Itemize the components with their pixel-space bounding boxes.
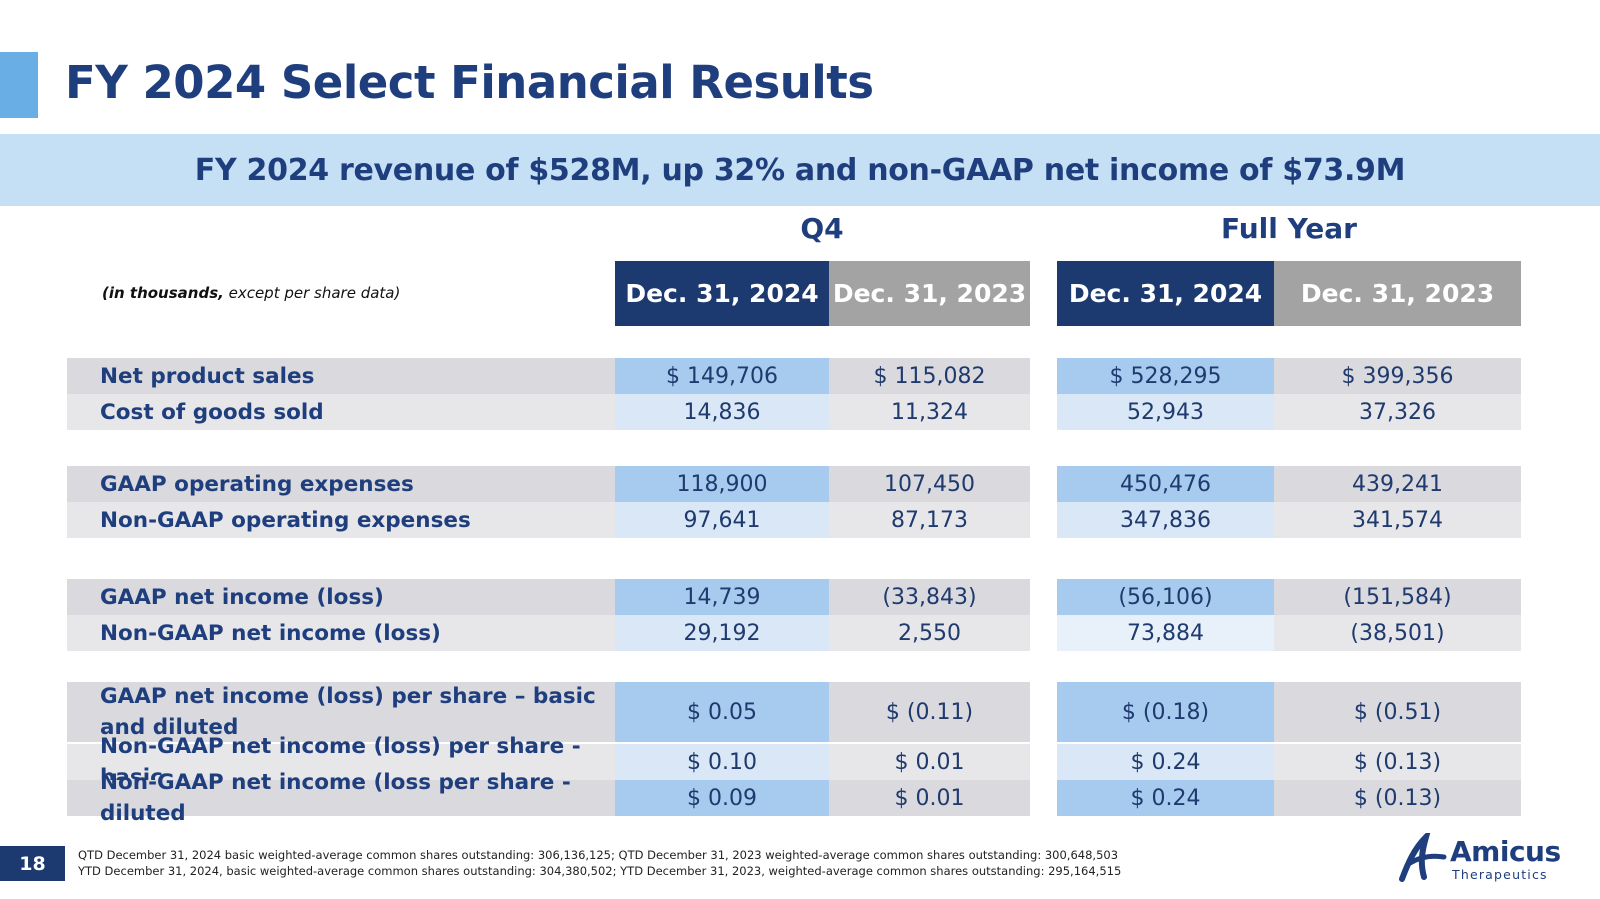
row-label: Non-GAAP net income (loss) <box>67 615 615 651</box>
row-value: 450,476 <box>1057 466 1274 502</box>
row-value: 118,900 <box>615 466 829 502</box>
row-value: 73,884 <box>1057 615 1274 651</box>
row-value: 87,173 <box>829 502 1030 538</box>
group-title-q4: Q4 <box>800 212 844 245</box>
banner-text: FY 2024 revenue of $528M, up 32% and non… <box>194 152 1406 188</box>
row-value: $ 0.01 <box>829 744 1030 780</box>
footnote-ytd: YTD December 31, 2024, basic weighted-av… <box>78 863 1122 878</box>
row-value: 14,836 <box>615 394 829 430</box>
row-value: $ 0.05 <box>615 682 829 742</box>
row-value: 347,836 <box>1057 502 1274 538</box>
units-note-rest: except per share data) <box>223 284 401 302</box>
row-value: $ (0.11) <box>829 682 1030 742</box>
row-value: $ (0.18) <box>1057 682 1274 742</box>
row-value: 341,574 <box>1274 502 1521 538</box>
row-label: Cost of goods sold <box>67 394 615 430</box>
amicus-logo: Amicus Therapeutics <box>1396 833 1561 883</box>
group-title-full-year: Full Year <box>1220 212 1357 245</box>
row-value: (56,106) <box>1057 579 1274 615</box>
header-q4-2024: Dec. 31, 2024 <box>615 261 829 326</box>
footnotes: QTD December 31, 2024 basic weighted-ave… <box>78 848 1121 879</box>
row-value: $ (0.13) <box>1274 780 1521 816</box>
row-value: $ 0.09 <box>615 780 829 816</box>
headline-banner: FY 2024 revenue of $528M, up 32% and non… <box>0 134 1600 206</box>
row-value: $ 149,706 <box>615 358 829 394</box>
row-value: $ (0.51) <box>1274 682 1521 742</box>
row-value: 29,192 <box>615 615 829 651</box>
row-label: Non-GAAP operating expenses <box>67 502 615 538</box>
row-label: Non-GAAP net income (loss per share - di… <box>67 770 615 826</box>
row-value: $ (0.13) <box>1274 744 1521 780</box>
row-value: $ 528,295 <box>1057 358 1274 394</box>
row-value: (151,584) <box>1274 579 1521 615</box>
row-label: GAAP net income (loss) per share – basic… <box>67 682 615 742</box>
row-value: 97,641 <box>615 502 829 538</box>
logo-name: Amicus <box>1450 835 1561 868</box>
row-value: $ 0.10 <box>615 744 829 780</box>
row-value: $ 0.01 <box>829 780 1030 816</box>
header-fy-2023: Dec. 31, 2023 <box>1274 261 1521 326</box>
table-row: Non-GAAP net income (loss) per share - b… <box>67 734 1521 790</box>
row-value: $ 0.24 <box>1057 744 1274 780</box>
table-row: Net product sales $ 149,706 $ 115,082 $ 528… <box>67 358 1521 394</box>
table-row: Non-GAAP net income (loss per share - di… <box>67 770 1521 826</box>
row-label: Non-GAAP net income (loss) per share - b… <box>67 734 615 790</box>
row-value: (38,501) <box>1274 615 1521 651</box>
slide-title: FY 2024 Select Financial Results <box>65 56 874 109</box>
row-value: 52,943 <box>1057 394 1274 430</box>
title-accent-bar <box>0 52 38 118</box>
row-label: Net product sales <box>67 358 615 394</box>
row-value: 439,241 <box>1274 466 1521 502</box>
units-note-bold: (in thousands, <box>102 284 224 302</box>
table-row: GAAP net income (loss) 14,739 (33,843) (56,… <box>67 579 1521 615</box>
table-row: GAAP net income (loss) per share – basic… <box>67 682 1521 742</box>
row-value: 11,324 <box>829 394 1030 430</box>
logo-sub: Therapeutics <box>1452 867 1548 882</box>
row-value: $ 0.24 <box>1057 780 1274 816</box>
header-fy-2024: Dec. 31, 2024 <box>1057 261 1274 326</box>
row-label: GAAP net income (loss) <box>67 579 615 615</box>
page-number: 18 <box>0 846 65 881</box>
row-value: 14,739 <box>615 579 829 615</box>
row-label: GAAP operating expenses <box>67 466 615 502</box>
header-q4-2023: Dec. 31, 2023 <box>829 261 1030 326</box>
row-value: (33,843) <box>829 579 1030 615</box>
row-value: $ 399,356 <box>1274 358 1521 394</box>
table-row: Non-GAAP operating expenses 97,641 87,173 3… <box>67 502 1521 538</box>
row-value: 37,326 <box>1274 394 1521 430</box>
row-value: $ 115,082 <box>829 358 1030 394</box>
table-row: Non-GAAP net income (loss) 29,192 2,550 73,… <box>67 615 1521 651</box>
row-value: 107,450 <box>829 466 1030 502</box>
row-value: 2,550 <box>829 615 1030 651</box>
table-row: GAAP operating expenses 118,900 107,450 450… <box>67 466 1521 502</box>
table-row: Cost of goods sold 14,836 11,324 52,943 37,3… <box>67 394 1521 430</box>
units-note: (in thousands, except per share data) <box>102 284 400 302</box>
amicus-logo-icon <box>1399 833 1447 882</box>
footnote-qtd: QTD December 31, 2024 basic weighted-ave… <box>78 848 1119 862</box>
